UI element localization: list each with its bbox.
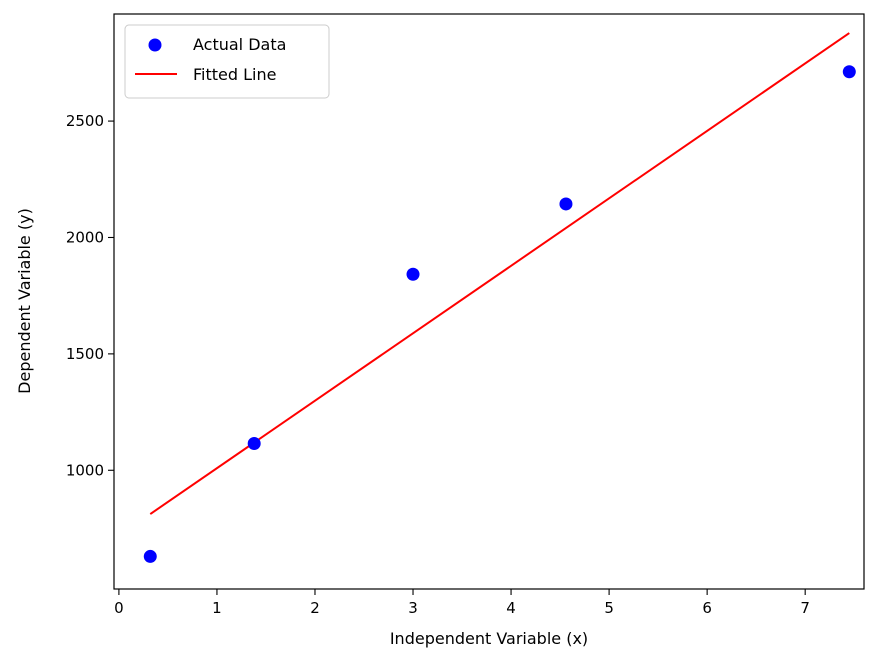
x-tick-label: 3 bbox=[408, 599, 418, 617]
y-tick-label: 1000 bbox=[66, 461, 104, 479]
data-point bbox=[559, 197, 573, 211]
y-tick-label: 2000 bbox=[66, 228, 104, 246]
y-axis-ticks: 1000 1500 2000 2500 bbox=[66, 112, 114, 479]
x-tick-label: 2 bbox=[310, 599, 320, 617]
legend: Actual Data Fitted Line bbox=[124, 24, 330, 99]
data-point bbox=[842, 65, 856, 79]
x-tick-label: 5 bbox=[604, 599, 614, 617]
fitted-line bbox=[149, 32, 850, 515]
legend-box bbox=[124, 24, 330, 99]
data-point bbox=[247, 437, 261, 451]
y-tick-label: 2500 bbox=[66, 112, 104, 130]
x-tick-label: 1 bbox=[212, 599, 222, 617]
series-layer bbox=[143, 32, 856, 563]
x-axis-title: Independent Variable (x) bbox=[390, 629, 588, 648]
x-tick-label: 7 bbox=[800, 599, 810, 617]
data-point bbox=[143, 549, 157, 563]
y-axis-title: Dependent Variable (y) bbox=[15, 208, 34, 394]
x-tick-label: 6 bbox=[702, 599, 712, 617]
y-tick-label: 1500 bbox=[66, 345, 104, 363]
legend-label-fitted-line: Fitted Line bbox=[193, 65, 276, 84]
plot-frame bbox=[113, 13, 865, 590]
x-axis-ticks: 0 1 2 3 4 5 6 7 bbox=[114, 589, 810, 617]
x-tick-label: 0 bbox=[114, 599, 124, 617]
legend-marker-actual-data bbox=[148, 38, 162, 52]
data-point bbox=[406, 267, 420, 281]
x-tick-label: 4 bbox=[506, 599, 516, 617]
legend-label-actual-data: Actual Data bbox=[193, 35, 286, 54]
